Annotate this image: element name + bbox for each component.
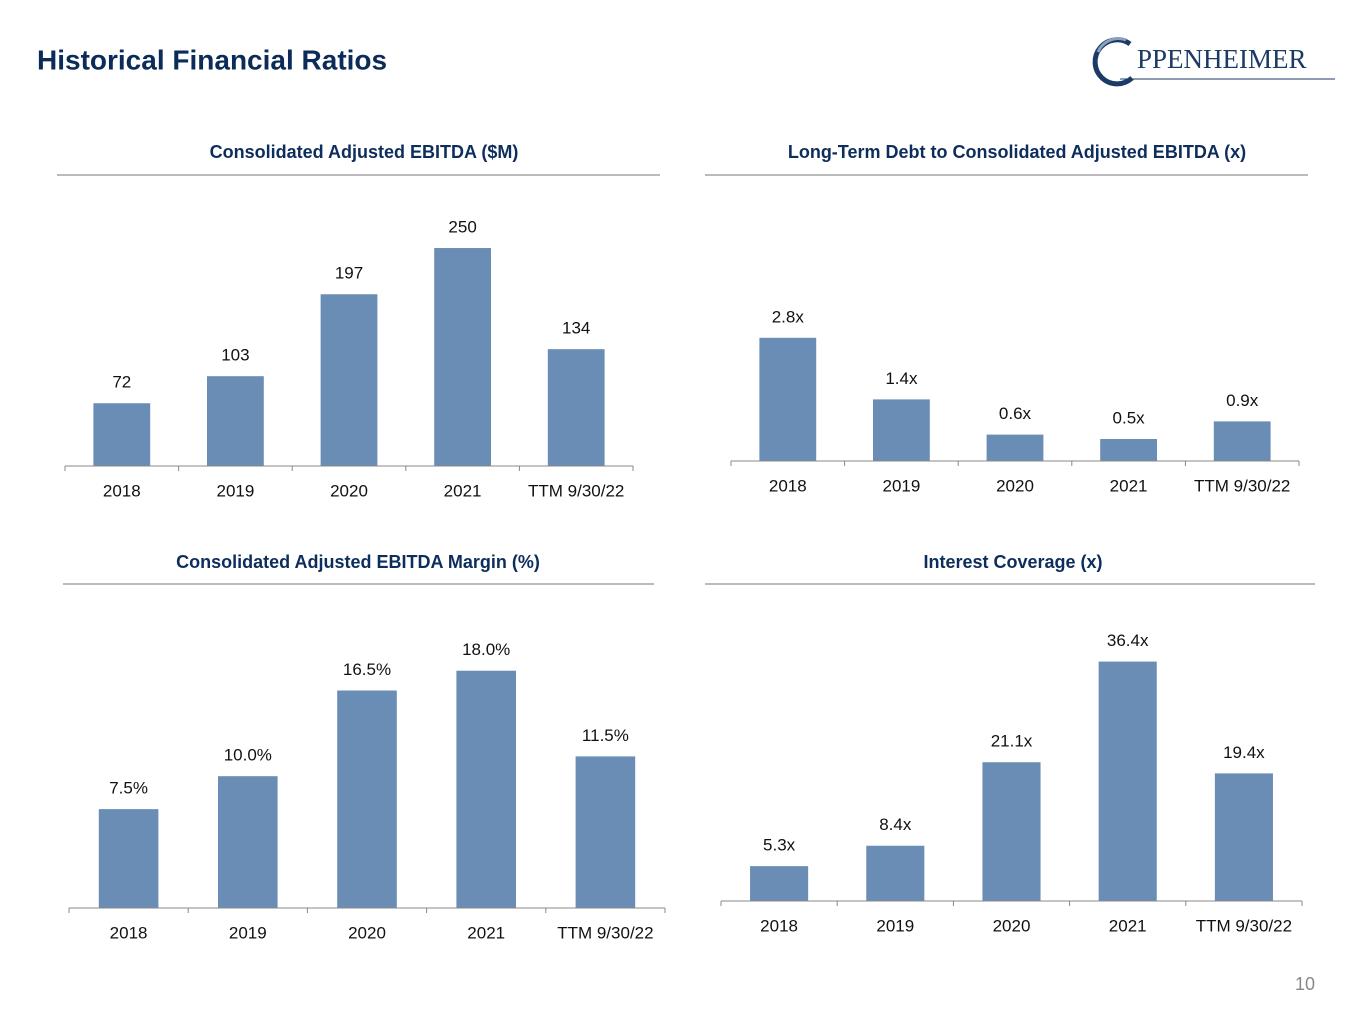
value-label: 7.5%	[109, 779, 148, 798]
bar	[759, 337, 817, 461]
value-label: 250	[448, 218, 476, 237]
chart-title: Consolidated Adjusted EBITDA ($M)	[210, 142, 519, 162]
value-label: 21.1x	[991, 732, 1033, 751]
x-tick-label: TTM 9/30/22	[528, 481, 624, 500]
value-label: 1.4x	[885, 369, 918, 388]
logo-text: PPENHEIMER	[1137, 44, 1307, 74]
bar	[434, 248, 491, 466]
value-label: 0.5x	[1113, 408, 1146, 427]
bar	[93, 403, 151, 466]
bar	[320, 294, 378, 466]
x-tick-label: 2019	[882, 476, 920, 495]
value-label: 10.0%	[224, 746, 272, 765]
x-tick-label: TTM 9/30/22	[557, 923, 653, 942]
bar	[337, 690, 397, 908]
x-tick-label: 2018	[769, 476, 807, 495]
x-tick-label: TTM 9/30/22	[1196, 916, 1292, 935]
bar	[575, 756, 636, 908]
bar	[1213, 421, 1271, 461]
x-tick-label: 2019	[876, 916, 914, 935]
value-label: 36.4x	[1107, 631, 1149, 650]
chart-title: Long-Term Debt to Consolidated Adjusted …	[788, 142, 1246, 162]
bar	[750, 866, 809, 901]
x-tick-label: 2018	[110, 923, 148, 942]
x-tick-label: 2020	[348, 923, 386, 942]
bar	[866, 845, 925, 901]
value-label: 18.0%	[462, 640, 510, 659]
x-tick-label: 2020	[330, 481, 368, 500]
value-label: 0.6x	[999, 404, 1032, 423]
bar	[1100, 439, 1157, 461]
x-tick-label: 2021	[467, 923, 505, 942]
bar	[547, 349, 605, 466]
bar	[1098, 661, 1157, 901]
page-number: 10	[1295, 974, 1315, 994]
x-tick-label: 2018	[103, 481, 141, 500]
x-tick-label: 2021	[1110, 476, 1148, 495]
bar	[207, 376, 264, 466]
bar	[986, 434, 1044, 461]
logo: PPENHEIMER	[1092, 37, 1335, 87]
x-tick-label: 2019	[216, 481, 254, 500]
bar	[456, 670, 516, 908]
x-tick-label: 2020	[993, 916, 1031, 935]
value-label: 8.4x	[879, 815, 912, 834]
logo-arc	[1096, 37, 1127, 53]
value-label: 5.3x	[763, 836, 796, 855]
x-tick-label: TTM 9/30/22	[1194, 476, 1290, 495]
value-label: 19.4x	[1223, 743, 1265, 762]
value-label: 72	[112, 373, 131, 392]
page-title: Historical Financial Ratios	[37, 44, 387, 75]
value-label: 11.5%	[582, 726, 629, 745]
chart-title: Interest Coverage (x)	[923, 552, 1102, 572]
value-label: 197	[335, 264, 363, 283]
value-label: 103	[221, 346, 249, 365]
value-label: 134	[562, 319, 590, 338]
x-tick-label: 2021	[444, 481, 482, 500]
bar	[98, 809, 159, 908]
x-tick-label: 2020	[996, 476, 1034, 495]
bar	[1214, 773, 1273, 901]
bar	[218, 776, 278, 908]
chart-title: Consolidated Adjusted EBITDA Margin (%)	[176, 552, 540, 572]
x-tick-label: 2021	[1109, 916, 1147, 935]
x-tick-label: 2018	[760, 916, 798, 935]
bar	[873, 399, 930, 461]
bar	[982, 762, 1041, 901]
x-tick-label: 2019	[229, 923, 267, 942]
value-label: 0.9x	[1226, 391, 1259, 410]
value-label: 16.5%	[343, 660, 391, 679]
value-label: 2.8x	[772, 307, 805, 326]
